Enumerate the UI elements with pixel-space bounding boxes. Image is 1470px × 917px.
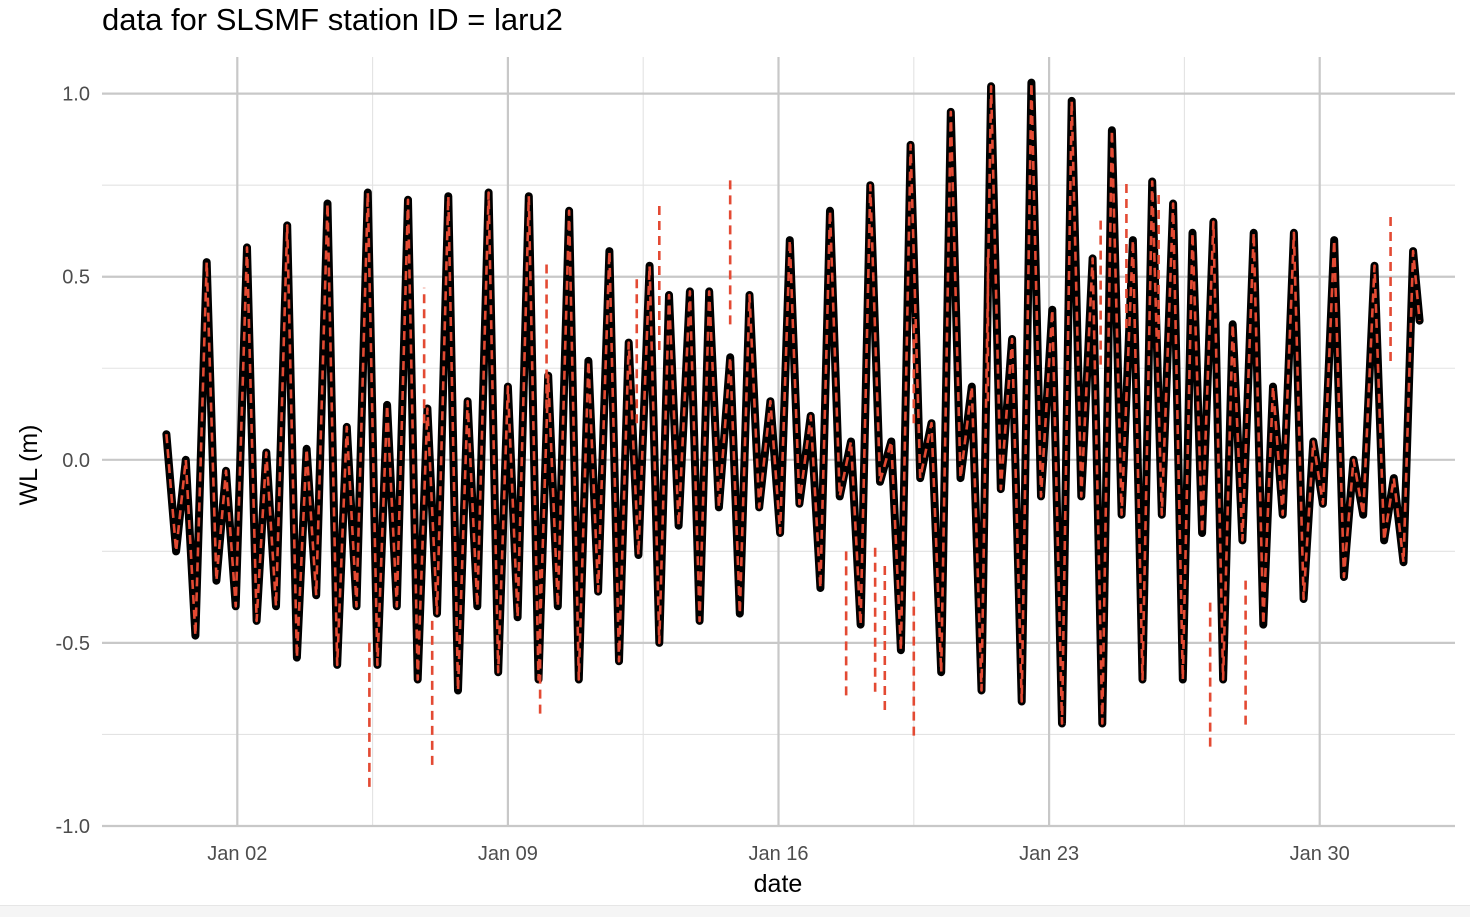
y-tick-label: -0.5	[56, 633, 90, 655]
series-layer	[162, 78, 1424, 790]
major-gridlines	[102, 57, 1455, 828]
y-tick-label: 0.5	[62, 267, 90, 289]
x-tick-label: Jan 09	[478, 843, 538, 865]
window-bottom-edge	[0, 905, 1470, 917]
x-tick-label: Jan 02	[207, 843, 267, 865]
x-tick-label: Jan 23	[1019, 843, 1079, 865]
y-axis-title: WL (m)	[15, 425, 43, 506]
series-line-dashed	[165, 81, 1421, 725]
y-tick-labels: -1.0 -0.5 0.0 0.5 1.0	[56, 84, 90, 838]
x-tick-label: Jan 16	[748, 843, 808, 865]
y-tick-label: 0.0	[62, 450, 90, 472]
x-tick-label: Jan 30	[1290, 843, 1350, 865]
y-tick-label: 1.0	[62, 84, 90, 106]
y-tick-label: -1.0	[56, 816, 90, 838]
x-tick-labels: Jan 02 Jan 09 Jan 16 Jan 23 Jan 30	[207, 843, 1349, 865]
chart-title: data for SLSMF station ID = laru2	[102, 2, 563, 37]
x-axis-title: date	[754, 870, 803, 898]
